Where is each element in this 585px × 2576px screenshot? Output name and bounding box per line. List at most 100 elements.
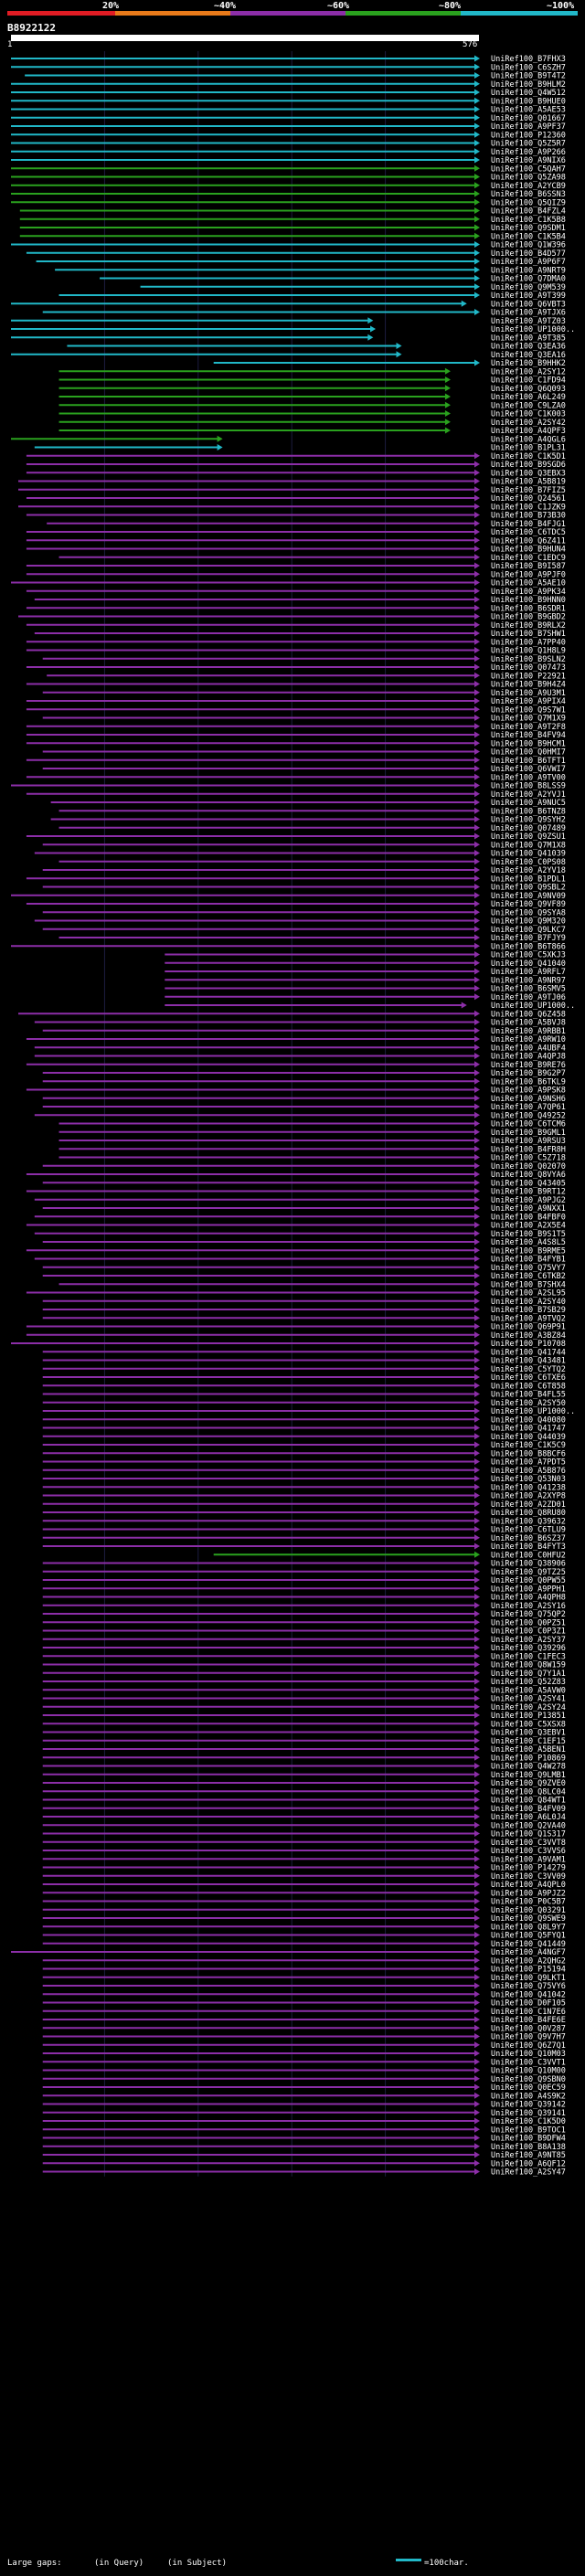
hit-label[interactable]: UniRef100_Q10M00 xyxy=(491,2067,566,2076)
hit-label[interactable]: UniRef100_Q9LMB1 xyxy=(491,1771,566,1780)
hit-label[interactable]: UniRef100_B9SGD6 xyxy=(491,461,566,470)
hit-label[interactable]: UniRef100_A2SY42 xyxy=(491,419,566,428)
hit-label[interactable]: UniRef100_A9NIX6 xyxy=(491,156,566,165)
hit-label[interactable]: UniRef100_B9HCM1 xyxy=(491,739,566,748)
hit-label[interactable]: UniRef100_A4S8L5 xyxy=(491,1238,566,1247)
hit-label[interactable]: UniRef100_Q43405 xyxy=(491,1179,566,1188)
hit-label[interactable]: UniRef100_Q75QP2 xyxy=(491,1610,566,1619)
hit-label[interactable]: UniRef100_Q39142 xyxy=(491,2101,566,2110)
hit-label[interactable]: UniRef100_C1K5C9 xyxy=(491,1441,566,1450)
hit-label[interactable]: UniRef100_B4FJG1 xyxy=(491,520,566,529)
hit-label[interactable]: UniRef100_A4QGL6 xyxy=(491,435,566,444)
hit-label[interactable]: UniRef100_Q44039 xyxy=(491,1433,566,1442)
hit-label[interactable]: UniRef100_Q6Z458 xyxy=(491,1010,566,1019)
hit-label[interactable]: UniRef100_A9TVQ2 xyxy=(491,1314,566,1323)
hit-label[interactable]: UniRef100_A9NV09 xyxy=(491,892,566,901)
hit-label[interactable]: UniRef100_C1K003 xyxy=(491,410,566,419)
hit-label[interactable]: UniRef100_Q01667 xyxy=(491,114,566,123)
hit-label[interactable]: UniRef100_Q9M320 xyxy=(491,917,566,927)
hit-label[interactable]: UniRef100_A4S9K2 xyxy=(491,2092,566,2101)
hit-label[interactable]: UniRef100_A9U3M1 xyxy=(491,689,566,698)
hit-label[interactable]: UniRef100_Q39141 xyxy=(491,2109,566,2118)
hit-label[interactable]: UniRef100_B9I587 xyxy=(491,562,566,571)
hit-label[interactable]: UniRef100_A9T399 xyxy=(491,292,566,301)
hit-label[interactable]: UniRef100_A9TJX6 xyxy=(491,309,566,318)
hit-label[interactable]: UniRef100_A6QF12 xyxy=(491,2159,566,2168)
hit-label[interactable]: UniRef100_Q24561 xyxy=(491,494,566,504)
hit-label[interactable]: UniRef100_C3VVT8 xyxy=(491,1839,566,1848)
hit-label[interactable]: UniRef100_B4FR8H xyxy=(491,1145,566,1154)
hit-label[interactable]: UniRef100_Q9M539 xyxy=(491,283,566,292)
hit-label[interactable]: UniRef100_Q40080 xyxy=(491,1415,566,1425)
hit-label[interactable]: UniRef100_A2XYP8 xyxy=(491,1492,566,1501)
hit-label[interactable]: UniRef100_B9HHK2 xyxy=(491,359,566,368)
hit-label[interactable]: UniRef100_B9GML1 xyxy=(491,1129,566,1138)
hit-label[interactable]: UniRef100_A2QHG2 xyxy=(491,1956,566,1966)
hit-label[interactable]: UniRef100_Q9ZSU1 xyxy=(491,832,566,842)
hit-label[interactable]: UniRef100_Q69P91 xyxy=(491,1323,566,1332)
hit-label[interactable]: UniRef100_A5AE10 xyxy=(491,579,566,588)
hit-label[interactable]: UniRef100_A9TV00 xyxy=(491,773,566,782)
hit-label[interactable]: UniRef100_A4QPH8 xyxy=(491,1594,566,1603)
hit-label[interactable]: UniRef100_Q5QIZ9 xyxy=(491,198,566,207)
hit-label[interactable]: UniRef100_B9RLX2 xyxy=(491,621,566,631)
hit-label[interactable]: UniRef100_Q8RU80 xyxy=(491,1509,566,1518)
hit-label[interactable]: UniRef100_A9NR97 xyxy=(491,976,566,985)
hit-label[interactable]: UniRef100_D0F105 xyxy=(491,1999,566,2009)
hit-label[interactable]: UniRef100_C6TCM6 xyxy=(491,1120,566,1129)
hit-label[interactable]: UniRef100_Q3EA36 xyxy=(491,343,566,352)
hit-label[interactable]: UniRef100_B9T4T2 xyxy=(491,72,566,81)
hit-label[interactable]: UniRef100_B6SSN3 xyxy=(491,190,566,199)
hit-label[interactable]: UniRef100_A5B876 xyxy=(491,1467,566,1476)
hit-label[interactable]: UniRef100_B9H4Z4 xyxy=(491,681,566,690)
hit-label[interactable]: UniRef100_A2SY41 xyxy=(491,1695,566,1704)
hit-label[interactable]: UniRef100_Q39632 xyxy=(491,1517,566,1526)
hit-label[interactable]: UniRef100_C5YTQ2 xyxy=(491,1365,566,1374)
hit-label[interactable]: UniRef100_A9PPH1 xyxy=(491,1585,566,1594)
hit-label[interactable]: UniRef100_B6T866 xyxy=(491,942,566,951)
hit-label[interactable]: UniRef100_A2SL95 xyxy=(491,1289,566,1299)
hit-label[interactable]: UniRef100_A9NT85 xyxy=(491,2151,566,2160)
hit-label[interactable]: UniRef100_C5XKJ3 xyxy=(491,951,566,960)
hit-label[interactable]: UniRef100_Q1W396 xyxy=(491,241,566,250)
hit-label[interactable]: UniRef100_Q9SDM1 xyxy=(491,224,566,233)
hit-label[interactable]: UniRef100_C1EDC9 xyxy=(491,554,566,563)
hit-label[interactable]: UniRef100_B6SZ37 xyxy=(491,1534,566,1543)
hit-label[interactable]: UniRef100_B73B30 xyxy=(491,512,566,521)
hit-label[interactable]: UniRef100_Q3EA16 xyxy=(491,351,566,360)
hit-label[interactable]: UniRef100_Q7M1X8 xyxy=(491,841,566,850)
hit-label[interactable]: UniRef100_A9PJZ2 xyxy=(491,1889,566,1898)
hit-label[interactable]: UniRef100_C1EF15 xyxy=(491,1737,566,1746)
hit-label[interactable]: UniRef100_A9PF37 xyxy=(491,122,566,132)
hit-label[interactable]: UniRef100_A9TJ06 xyxy=(491,993,566,1002)
hit-label[interactable]: UniRef100_A5BVJ8 xyxy=(491,1019,566,1028)
hit-label[interactable]: UniRef100_B9HNN0 xyxy=(491,596,566,605)
hit-label[interactable]: UniRef100_B7FIZ5 xyxy=(491,486,566,495)
hit-label[interactable]: UniRef100_B9HUN4 xyxy=(491,546,566,555)
hit-label[interactable]: UniRef100_Q03291 xyxy=(491,1906,566,1915)
hit-label[interactable]: UniRef100_Q9SBN0 xyxy=(491,2075,566,2084)
hit-label[interactable]: UniRef100_B9RT12 xyxy=(491,1188,566,1197)
hit-label[interactable]: UniRef100_Q7DMA0 xyxy=(491,275,566,284)
hit-label[interactable]: UniRef100_A4QPJ8 xyxy=(491,1053,566,1062)
hit-label[interactable]: UniRef100_UP1000.. xyxy=(491,1407,575,1416)
hit-label[interactable]: UniRef100_UP1000.. xyxy=(491,325,575,334)
hit-label[interactable]: UniRef100_Q4W512 xyxy=(491,89,566,98)
hit-label[interactable]: UniRef100_B4FV94 xyxy=(491,731,566,740)
hit-label[interactable]: UniRef100_B6SDR1 xyxy=(491,604,566,613)
hit-label[interactable]: UniRef100_Q41747 xyxy=(491,1425,566,1434)
hit-label[interactable]: UniRef100_B9DFW4 xyxy=(491,2135,566,2144)
hit-label[interactable]: UniRef100_C9LZA0 xyxy=(491,401,566,410)
hit-label[interactable]: UniRef100_B1PDL1 xyxy=(491,875,566,884)
hit-label[interactable]: UniRef100_Q41039 xyxy=(491,850,566,859)
hit-label[interactable]: UniRef100_A9NXX1 xyxy=(491,1204,566,1214)
hit-label[interactable]: UniRef100_A5AVW0 xyxy=(491,1686,566,1695)
hit-label[interactable]: UniRef100_Q9V7H7 xyxy=(491,2033,566,2042)
hit-label[interactable]: UniRef100_A3BZ84 xyxy=(491,1331,566,1341)
hit-label[interactable]: UniRef100_B6SMV5 xyxy=(491,985,566,994)
hit-label[interactable]: UniRef100_Q8L9Y7 xyxy=(491,1923,566,1932)
hit-label[interactable]: UniRef100_Q8W159 xyxy=(491,1661,566,1670)
hit-label[interactable]: UniRef100_Q2VA40 xyxy=(491,1821,566,1830)
hit-label[interactable]: UniRef100_A2SY47 xyxy=(491,2168,566,2178)
hit-label[interactable]: UniRef100_A2YVJ1 xyxy=(491,790,566,800)
